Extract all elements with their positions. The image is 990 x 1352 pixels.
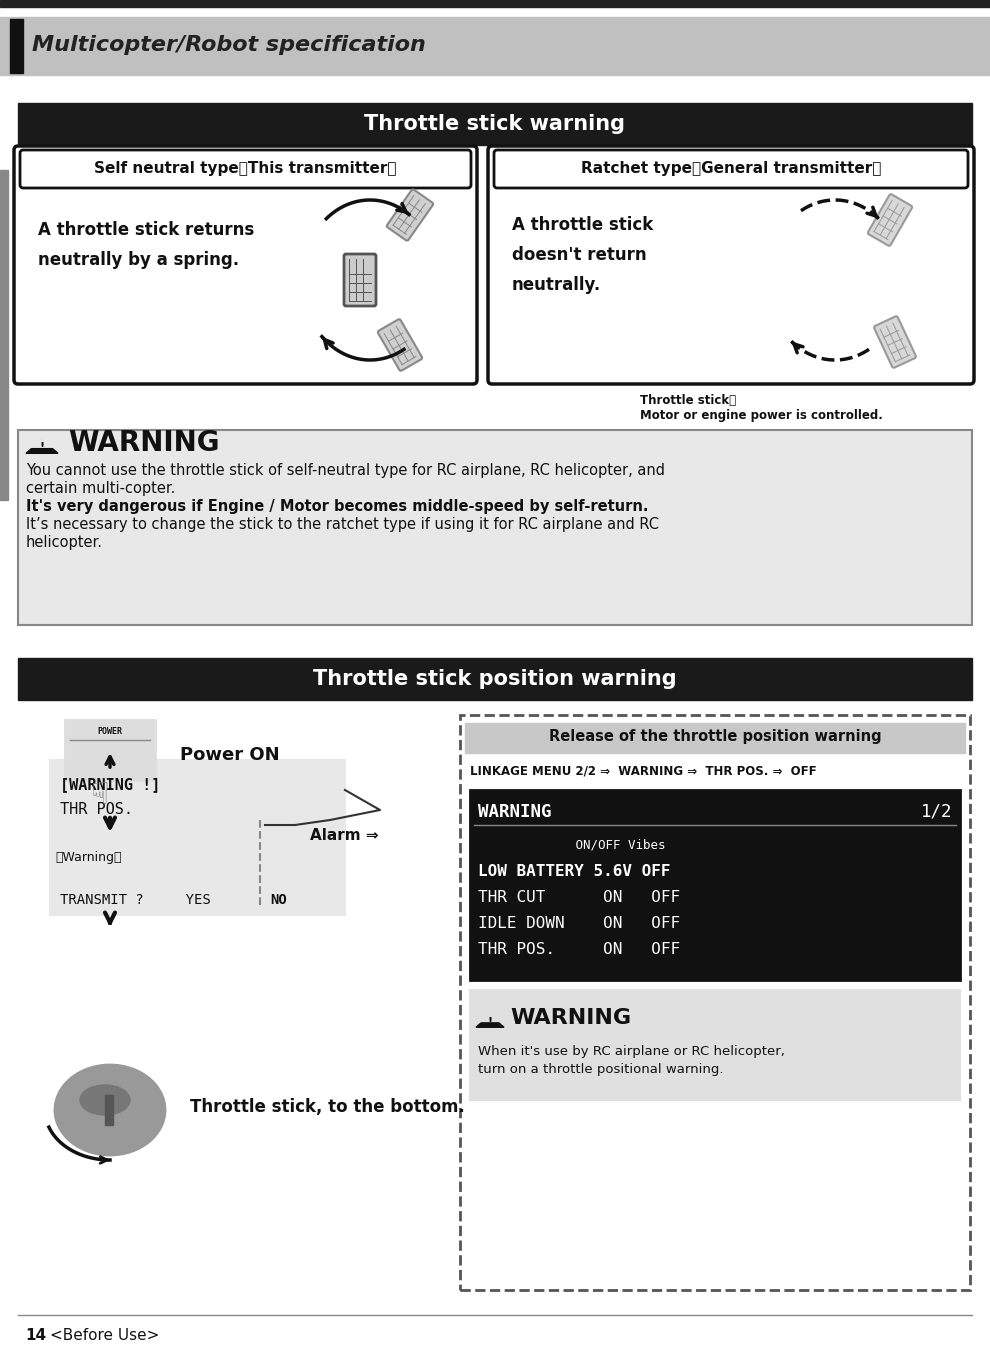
Text: helicopter.: helicopter. xyxy=(26,534,103,549)
Text: neutrally.: neutrally. xyxy=(512,276,601,293)
Text: ON/OFF Vibes: ON/OFF Vibes xyxy=(478,838,665,852)
Ellipse shape xyxy=(80,1086,130,1115)
Text: LINKAGE MENU 2/2 ⇒  WARNING ⇒  THR POS. ⇒  OFF: LINKAGE MENU 2/2 ⇒ WARNING ⇒ THR POS. ⇒ … xyxy=(470,764,817,777)
Ellipse shape xyxy=(55,1065,165,1155)
Text: ☟: ☟ xyxy=(91,780,109,810)
FancyBboxPatch shape xyxy=(874,316,916,368)
Bar xyxy=(50,760,345,915)
Text: Alarm ⇒: Alarm ⇒ xyxy=(310,827,378,842)
FancyBboxPatch shape xyxy=(494,150,968,188)
Bar xyxy=(470,990,960,1101)
Text: doesn't return: doesn't return xyxy=(512,246,646,264)
FancyBboxPatch shape xyxy=(387,189,434,241)
FancyBboxPatch shape xyxy=(18,430,972,625)
Bar xyxy=(65,721,155,780)
Bar xyxy=(470,790,960,980)
Text: WARNING: WARNING xyxy=(478,803,551,821)
Bar xyxy=(0,170,8,500)
Text: IDLE DOWN    ON   OFF: IDLE DOWN ON OFF xyxy=(478,917,680,932)
Bar xyxy=(465,723,965,753)
Text: 【Warning】: 【Warning】 xyxy=(55,852,122,864)
Text: Throttle stick position warning: Throttle stick position warning xyxy=(313,669,677,690)
Text: 14: 14 xyxy=(25,1328,47,1343)
Text: THR POS.: THR POS. xyxy=(60,803,133,818)
FancyBboxPatch shape xyxy=(14,146,477,384)
Text: When it's use by RC airplane or RC helicopter,: When it's use by RC airplane or RC helic… xyxy=(478,1045,785,1059)
Text: A throttle stick returns: A throttle stick returns xyxy=(38,220,254,239)
Text: LOW BATTERY 5.6V OFF: LOW BATTERY 5.6V OFF xyxy=(478,864,670,880)
Text: certain multi-copter.: certain multi-copter. xyxy=(26,480,175,495)
Text: WARNING: WARNING xyxy=(510,1009,632,1028)
Bar xyxy=(18,103,972,145)
FancyBboxPatch shape xyxy=(20,150,471,188)
Text: Throttle stick warning: Throttle stick warning xyxy=(364,114,626,134)
Text: !: ! xyxy=(487,1017,493,1028)
Text: Motor or engine power is controlled.: Motor or engine power is controlled. xyxy=(640,408,883,422)
Polygon shape xyxy=(26,439,58,453)
Text: Throttle stick, to the bottom.: Throttle stick, to the bottom. xyxy=(190,1098,465,1115)
Text: It's very dangerous if Engine / Motor becomes middle-speed by self-return.: It's very dangerous if Engine / Motor be… xyxy=(26,499,648,514)
Polygon shape xyxy=(479,1014,501,1022)
Text: 1/2: 1/2 xyxy=(921,803,952,821)
Text: Release of the throttle position warning: Release of the throttle position warning xyxy=(548,730,881,745)
Text: POWER: POWER xyxy=(97,727,123,737)
FancyBboxPatch shape xyxy=(460,715,970,1290)
Bar xyxy=(0,0,990,7)
Text: [WARNING !]: [WARNING !] xyxy=(60,777,160,792)
Polygon shape xyxy=(30,439,54,448)
Text: TRANSMIT ?     YES: TRANSMIT ? YES xyxy=(60,894,211,907)
Text: A throttle stick: A throttle stick xyxy=(512,216,653,234)
Text: You cannot use the throttle stick of self-neutral type for RC airplane, RC helic: You cannot use the throttle stick of sel… xyxy=(26,462,665,477)
Text: !: ! xyxy=(40,442,45,452)
Bar xyxy=(268,890,298,910)
Bar xyxy=(18,658,972,700)
Text: It’s necessary to change the stick to the ratchet type if using it for RC airpla: It’s necessary to change the stick to th… xyxy=(26,516,659,531)
Bar xyxy=(0,18,990,74)
FancyBboxPatch shape xyxy=(378,319,422,370)
Text: Power ON: Power ON xyxy=(180,746,279,764)
Text: Ratchet type（General transmitter）: Ratchet type（General transmitter） xyxy=(581,161,881,177)
FancyBboxPatch shape xyxy=(344,254,376,306)
Polygon shape xyxy=(476,1015,504,1028)
Text: Throttle stick：: Throttle stick： xyxy=(640,393,737,407)
Text: neutrally by a spring.: neutrally by a spring. xyxy=(38,251,240,269)
Text: NO: NO xyxy=(270,894,287,907)
FancyBboxPatch shape xyxy=(488,146,974,384)
Text: WARNING: WARNING xyxy=(68,429,220,457)
Bar xyxy=(10,19,23,73)
Text: THR CUT      ON   OFF: THR CUT ON OFF xyxy=(478,891,680,906)
Text: Self neutral type（This transmitter）: Self neutral type（This transmitter） xyxy=(94,161,397,177)
FancyBboxPatch shape xyxy=(868,195,912,246)
Text: <Before Use>: <Before Use> xyxy=(50,1328,159,1343)
Text: THR POS.     ON   OFF: THR POS. ON OFF xyxy=(478,942,680,957)
Text: Multicopter/Robot specification: Multicopter/Robot specification xyxy=(32,35,426,55)
Bar xyxy=(105,1095,113,1125)
Text: turn on a throttle positional warning.: turn on a throttle positional warning. xyxy=(478,1064,724,1076)
